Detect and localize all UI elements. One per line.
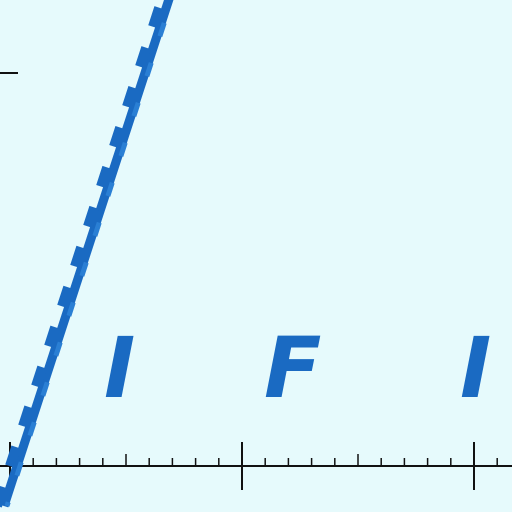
annotation-letter-2: F <box>264 319 321 417</box>
curve-line <box>0 0 174 508</box>
x-axis <box>0 442 512 490</box>
curve <box>0 0 175 508</box>
annotation-letter-3: I <box>460 319 491 417</box>
curve-dash-highlight <box>4 0 175 507</box>
annotation-letter-1: I <box>104 319 135 417</box>
curve-dash-offset <box>0 0 167 508</box>
